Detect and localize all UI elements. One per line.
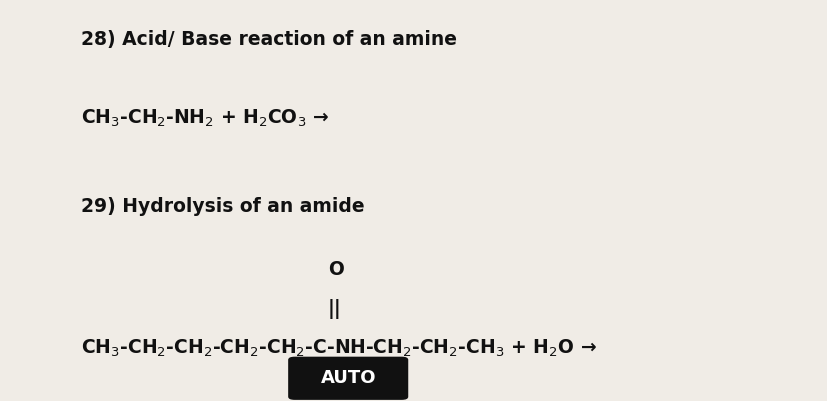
Text: CH$_3$-CH$_2$-NH$_2$ + H$_2$CO$_3$ →: CH$_3$-CH$_2$-NH$_2$ + H$_2$CO$_3$ → <box>81 108 329 129</box>
Text: 28) Acid/ Base reaction of an amine: 28) Acid/ Base reaction of an amine <box>81 30 457 49</box>
Text: O: O <box>327 259 343 279</box>
FancyBboxPatch shape <box>288 356 408 400</box>
Text: 29) Hydrolysis of an amide: 29) Hydrolysis of an amide <box>81 197 364 216</box>
Text: AUTO: AUTO <box>320 369 375 387</box>
Text: CH$_3$-CH$_2$-CH$_2$-CH$_2$-CH$_2$-C-NH-CH$_2$-CH$_2$-CH$_3$ + H$_2$O →: CH$_3$-CH$_2$-CH$_2$-CH$_2$-CH$_2$-C-NH-… <box>81 337 596 359</box>
Text: ||: || <box>327 298 341 318</box>
